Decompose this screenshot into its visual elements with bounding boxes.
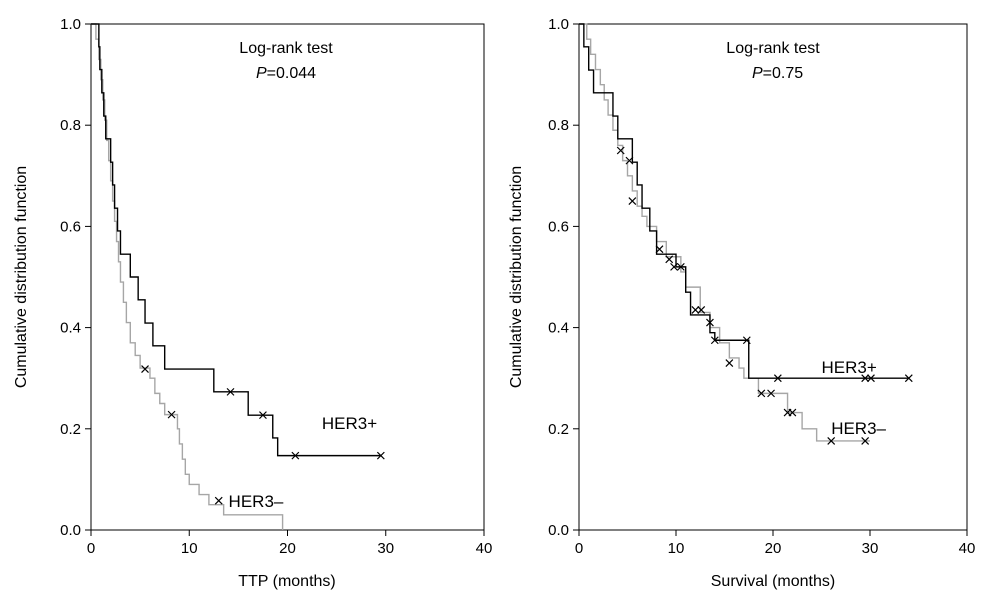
her3pos-censor-mark [742,336,751,345]
x-tick-label: 40 [959,540,976,557]
x-axis-title: TTP (months) [238,573,336,590]
her3neg-censor-mark [767,389,775,398]
y-axis-title: Cumulative distribution function [508,166,525,388]
her3pos-censor-mark [616,146,625,155]
x-tick-label: 30 [377,540,394,557]
her3pos-censor-mark [665,255,674,264]
y-axis-title: Cumulative distribution function [13,166,30,388]
series-labels: HER3+ HER3– [822,358,887,438]
her3pos-censor-mark [141,365,149,374]
p-symbol: P [752,65,763,82]
series-label: HER3– [831,419,886,438]
series-label: HER3+ [822,358,877,377]
her3pos-censor-mark [676,262,685,271]
her3pos-censor-mark [625,156,634,165]
her3neg-censor-mark [691,305,700,314]
series-labels: HER3+ HER3– [229,414,378,511]
x-tick-label: 20 [765,540,782,557]
her3pos-censor-mark [904,374,913,383]
her3pos-censor-mark [706,318,714,327]
survival-curves [579,23,913,445]
logrank-p-value: P=0.044 [256,65,316,82]
x-tick-label: 0 [87,540,95,557]
y-tick-label: 0.4 [60,320,81,337]
her3neg-censor-mark [861,437,870,445]
x-tick-label: 20 [279,540,296,557]
her3neg-censor-mark [697,305,706,314]
p-number: =0.75 [763,65,804,82]
her3pos-censor-mark [376,451,385,460]
logrank-title: Log-rank test [726,40,820,57]
y-tick-label: 0.8 [60,117,81,134]
x-tick-label: 0 [575,540,583,557]
p-symbol: P [256,65,267,82]
x-tick-label: 10 [668,540,685,557]
her3pos-curve [579,23,909,379]
plot-frame [578,23,968,531]
her3neg-curve [91,23,284,530]
her3pos-censor-mark [226,387,235,396]
axis-ticks: 0 10 20 30 40 0.0 0.2 0.4 0.6 0.8 1.0 [60,16,492,557]
y-tick-label: 0.6 [60,218,81,235]
her3pos-censor-mark [655,245,664,254]
y-tick-label: 1.0 [60,16,81,33]
x-tick-label: 30 [862,540,879,557]
series-label: HER3+ [322,414,377,433]
x-axis-title: Survival (months) [711,573,835,590]
y-tick-label: 0.0 [60,522,81,539]
y-tick-label: 0.0 [548,522,569,539]
survival-panel: Survival (months) Cumulative distributio… [508,16,975,590]
plot-frame [90,23,485,531]
her3pos-censor-mark [867,374,875,383]
her3pos-censor-mark [259,411,267,420]
p-number: =0.044 [267,65,316,82]
her3pos-censor-mark [773,374,782,383]
axis-ticks: 0 10 20 30 40 0.0 0.2 0.4 0.6 0.8 1.0 [548,16,975,557]
her3neg-censor-mark [167,410,176,419]
y-tick-label: 0.2 [548,421,569,438]
her3neg-censor-mark [757,389,766,398]
her3pos-censor-mark [291,451,300,460]
series-label: HER3– [229,492,284,511]
survival-curves [91,23,385,530]
her3neg-censor-mark [214,496,223,505]
logrank-p-value: P=0.75 [752,65,803,82]
her3neg-censor-mark [725,359,734,367]
her3neg-censor-mark [788,408,797,417]
logrank-title: Log-rank test [239,40,333,57]
x-tick-label: 40 [476,540,493,557]
y-tick-label: 0.8 [548,117,569,134]
ttp-panel: TTP (months) Cumulative distribution fun… [13,16,492,590]
y-tick-label: 0.6 [548,218,569,235]
her3pos-censor-mark [628,197,637,206]
her3neg-censor-mark [827,437,836,445]
x-tick-label: 10 [181,540,198,557]
her3pos-censor-mark [861,374,870,383]
y-tick-label: 1.0 [548,16,569,33]
y-tick-label: 0.2 [60,421,81,438]
her3pos-curve [91,23,381,457]
y-tick-label: 0.4 [548,320,569,337]
